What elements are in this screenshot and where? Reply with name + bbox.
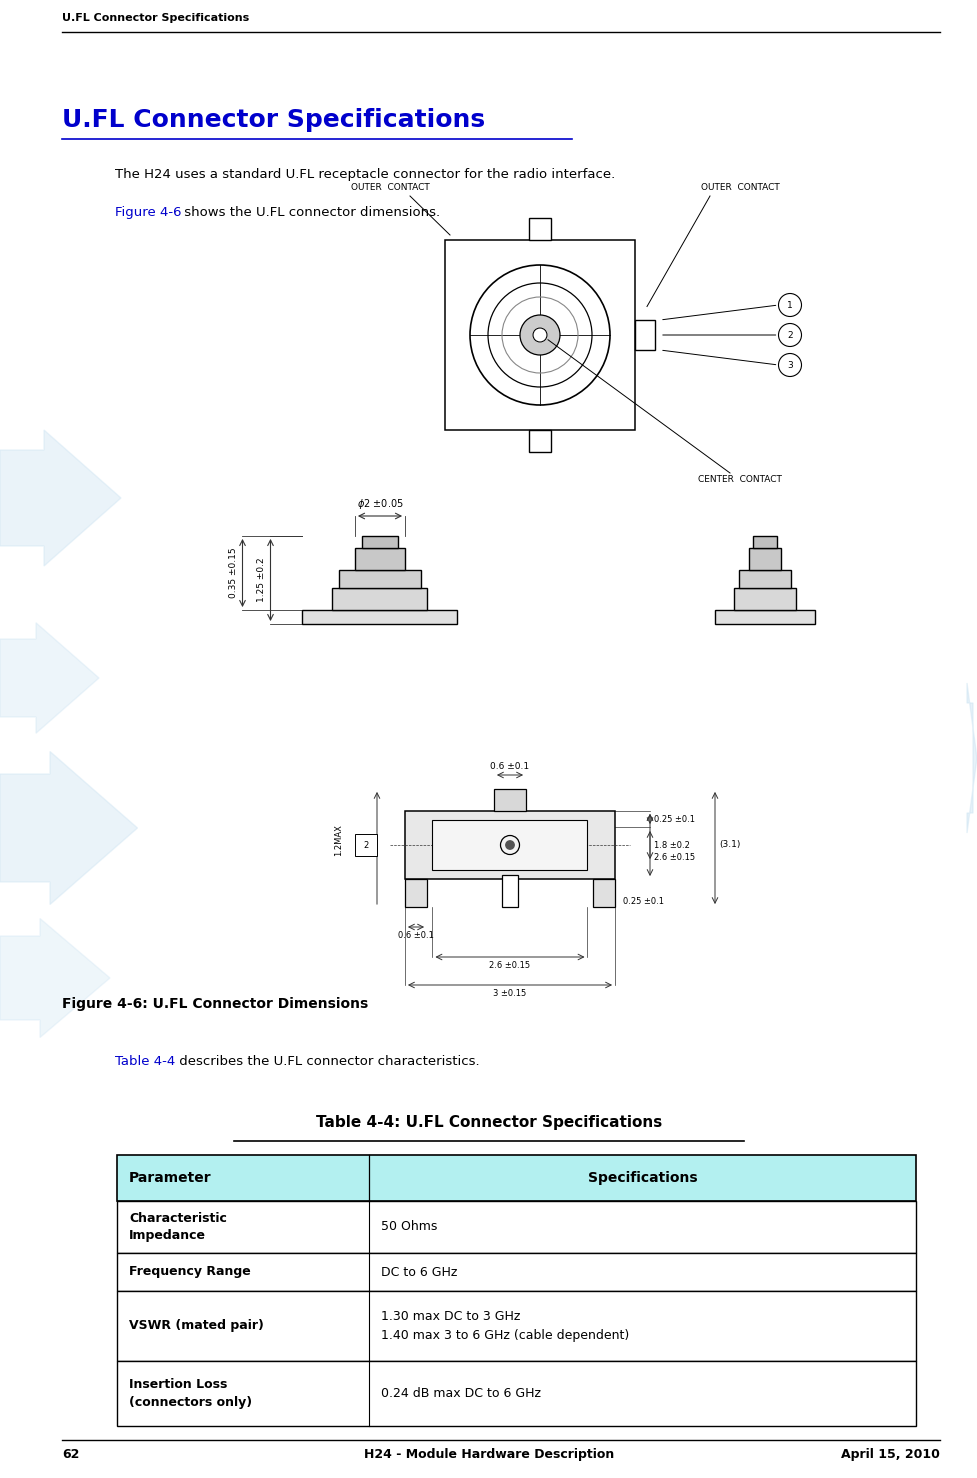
Text: 1: 1: [786, 300, 792, 309]
Circle shape: [778, 353, 801, 377]
Bar: [634, 321, 655, 350]
Circle shape: [520, 315, 560, 355]
Text: 0.24 dB max DC to 6 GHz: 0.24 dB max DC to 6 GHz: [380, 1386, 540, 1400]
Text: 1.30 max DC to 3 GHz
1.40 max 3 to 6 GHz (cable dependent): 1.30 max DC to 3 GHz 1.40 max 3 to 6 GHz…: [380, 1311, 628, 1342]
Text: DC to 6 GHz: DC to 6 GHz: [380, 1265, 456, 1278]
Circle shape: [778, 324, 801, 346]
Text: U.FL Connector Specifications: U.FL Connector Specifications: [62, 13, 249, 24]
Bar: [117, 1253, 915, 1290]
Text: Insertion Loss
(connectors only): Insertion Loss (connectors only): [129, 1377, 252, 1409]
Text: 2.6 ±0.15: 2.6 ±0.15: [488, 961, 530, 970]
Bar: [529, 217, 550, 239]
Text: 1.8 ±0.2: 1.8 ±0.2: [654, 841, 689, 850]
Text: Figure 4-6: Figure 4-6: [115, 205, 182, 219]
Text: Figure 4-6: U.FL Connector Dimensions: Figure 4-6: U.FL Connector Dimensions: [62, 998, 368, 1011]
Bar: [404, 811, 615, 879]
Text: 0.6 ±0.1: 0.6 ±0.1: [489, 763, 529, 772]
Text: 50 Ohms: 50 Ohms: [380, 1221, 437, 1234]
Text: Frequency Range: Frequency Range: [129, 1265, 250, 1278]
Bar: [752, 537, 776, 548]
Text: shows the U.FL connector dimensions.: shows the U.FL connector dimensions.: [180, 205, 440, 219]
Text: Characteristic
Impedance: Characteristic Impedance: [129, 1212, 227, 1243]
Bar: [361, 537, 398, 548]
Bar: [714, 610, 814, 624]
Text: 0.35 ±0.15: 0.35 ±0.15: [230, 548, 238, 599]
Bar: [339, 571, 420, 588]
Bar: [445, 239, 634, 430]
Text: VSWR (mated pair): VSWR (mated pair): [129, 1320, 264, 1333]
Text: The H24 uses a standard U.FL receptacle connector for the radio interface.: The H24 uses a standard U.FL receptacle …: [115, 168, 615, 180]
FancyArrow shape: [0, 622, 99, 733]
Text: 1.25 ±0.2: 1.25 ±0.2: [257, 557, 266, 603]
Bar: [529, 430, 550, 452]
Text: H24 - Module Hardware Description: H24 - Module Hardware Description: [363, 1448, 614, 1460]
Text: (3.1): (3.1): [718, 841, 740, 850]
Bar: [734, 588, 795, 610]
Bar: [404, 879, 427, 907]
Circle shape: [778, 294, 801, 316]
Text: 3: 3: [786, 361, 792, 370]
Bar: [748, 548, 781, 571]
Bar: [117, 1361, 915, 1426]
Text: 3 ±0.15: 3 ±0.15: [492, 989, 526, 998]
Text: OUTER  CONTACT: OUTER CONTACT: [700, 183, 779, 192]
FancyArrow shape: [966, 683, 976, 834]
FancyArrow shape: [0, 918, 109, 1038]
Bar: [592, 879, 615, 907]
Circle shape: [532, 328, 546, 341]
Bar: [432, 820, 587, 871]
Text: Parameter: Parameter: [129, 1171, 211, 1185]
Bar: [355, 548, 404, 571]
Text: 0.6 ±0.1: 0.6 ±0.1: [398, 931, 434, 940]
FancyArrow shape: [0, 751, 138, 905]
Bar: [117, 1290, 915, 1361]
Bar: [493, 789, 526, 811]
Text: April 15, 2010: April 15, 2010: [840, 1448, 939, 1460]
Bar: [332, 588, 427, 610]
Bar: [302, 610, 457, 624]
Bar: [739, 571, 790, 588]
Text: $\phi$2 ±0.05: $\phi$2 ±0.05: [357, 497, 403, 511]
Bar: [117, 1154, 915, 1202]
Text: 62: 62: [62, 1448, 79, 1460]
Bar: [117, 1202, 915, 1253]
Text: 0.25 ±0.1: 0.25 ±0.1: [622, 897, 663, 906]
Circle shape: [505, 841, 514, 850]
Bar: [501, 875, 518, 907]
Text: 2: 2: [786, 331, 792, 340]
Text: Table 4-4: U.FL Connector Specifications: Table 4-4: U.FL Connector Specifications: [316, 1114, 661, 1131]
Text: OUTER  CONTACT: OUTER CONTACT: [351, 183, 429, 192]
Text: 0.25 ±0.1: 0.25 ±0.1: [654, 814, 695, 823]
Bar: [355, 834, 376, 856]
Text: U.FL Connector Specifications: U.FL Connector Specifications: [62, 108, 485, 132]
FancyArrow shape: [0, 430, 121, 566]
Text: describes the U.FL connector characteristics.: describes the U.FL connector characteris…: [175, 1055, 479, 1069]
Text: 1.2MAX: 1.2MAX: [334, 825, 343, 856]
Text: 2.6 ±0.15: 2.6 ±0.15: [654, 853, 695, 862]
Text: CENTER  CONTACT: CENTER CONTACT: [698, 474, 782, 483]
Text: 2: 2: [363, 841, 368, 850]
Text: Specifications: Specifications: [587, 1171, 697, 1185]
Text: Table 4-4: Table 4-4: [115, 1055, 175, 1069]
